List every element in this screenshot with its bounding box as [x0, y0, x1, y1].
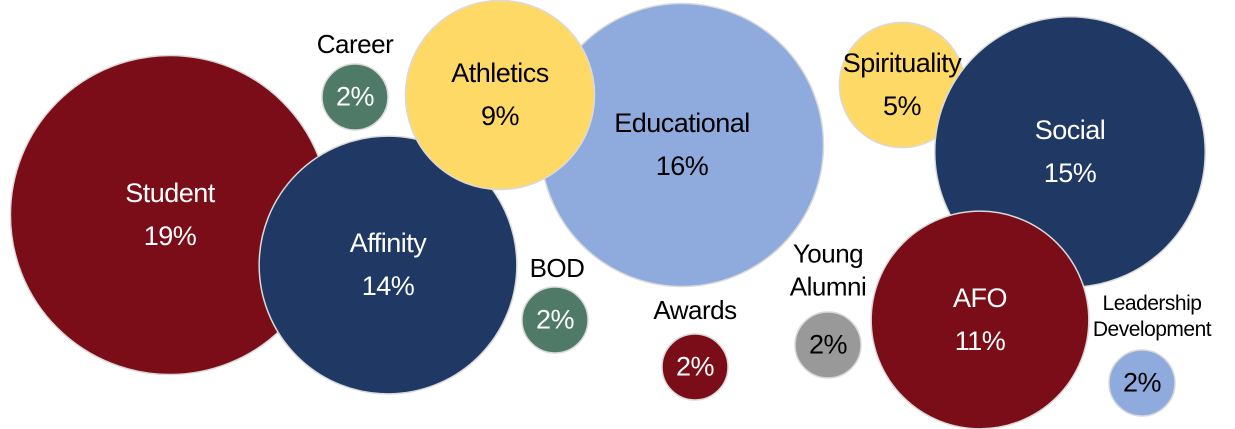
value-label: 14% [361, 271, 415, 301]
bubble-text: Student 19% [125, 172, 215, 258]
bubble-text: AFO 11% [952, 277, 1008, 363]
bubble [404, 0, 596, 191]
bubble-label: Student [125, 177, 215, 208]
value-label: 2% [335, 81, 375, 112]
bubble-label: Social [1034, 114, 1106, 145]
value-label: 16% [655, 151, 709, 181]
bubble [661, 333, 729, 401]
value-label: 11% [954, 326, 1006, 356]
bubble-label: Leadership Development [1092, 291, 1212, 341]
bubble-label: Affinity [349, 227, 427, 258]
bubble-text: Educational 16% [614, 102, 750, 188]
value-label: 9% [480, 101, 520, 131]
bubble-label: AFO [952, 282, 1008, 313]
value-label: 15% [1043, 158, 1097, 188]
value-label: 19% [143, 221, 197, 251]
bubble [258, 135, 518, 395]
bubble-label: Young Alumni [789, 238, 867, 302]
bubble-text: Athletics 9% [451, 52, 549, 138]
bubble-label: Spirituality [842, 47, 962, 78]
bubble [794, 311, 862, 379]
bubble-text: Affinity 14% [350, 222, 427, 308]
bubble [521, 286, 589, 354]
bubble [1108, 349, 1176, 417]
value-label: 2% [808, 329, 848, 360]
value-label: 2% [1122, 367, 1162, 398]
value-label: 2% [535, 304, 575, 335]
bubble-label: Awards [653, 294, 737, 325]
bubble-label: Educational [614, 107, 750, 138]
bubble-label: BOD [529, 252, 585, 283]
bubble-label: Career [316, 28, 394, 59]
bubble-text: Social 15% [1035, 109, 1106, 195]
value-label: 2% [675, 351, 715, 382]
bubble [321, 63, 389, 131]
bubble-label: Athletics [451, 57, 549, 88]
value-label: 5% [882, 91, 922, 121]
bubble-text: Spirituality 5% [843, 42, 962, 128]
